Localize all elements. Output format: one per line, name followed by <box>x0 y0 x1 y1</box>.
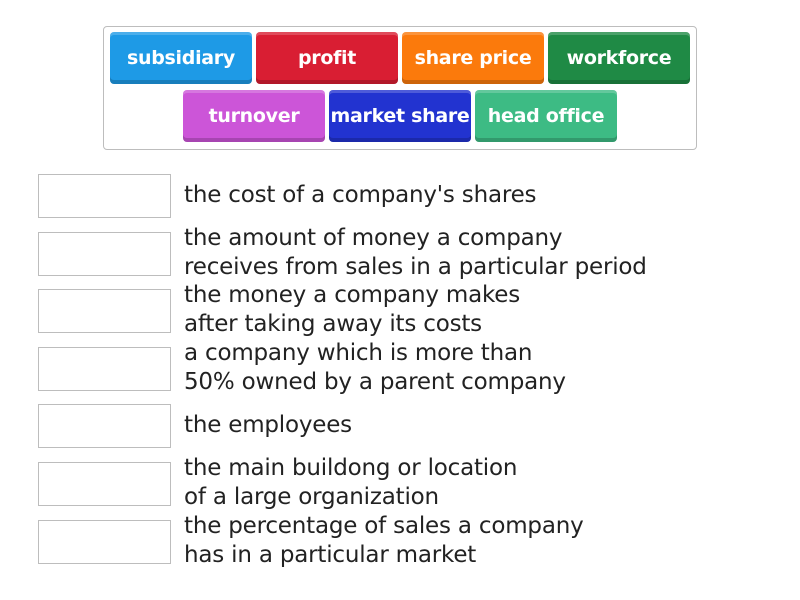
answer-slot[interactable] <box>38 462 171 506</box>
definition: the employees <box>184 396 784 454</box>
definition-line: the cost of a company's shares <box>184 181 537 208</box>
word-bank <box>103 26 697 150</box>
tile-market-share[interactable]: market share <box>329 90 471 142</box>
tile-subsidiary[interactable]: subsidiary <box>110 32 252 84</box>
answer-slot[interactable] <box>38 289 171 334</box>
definition-line: receives from sales in a particular peri… <box>184 253 647 280</box>
definition: the main buildong or location of a large … <box>184 454 784 512</box>
answer-slot[interactable] <box>38 404 171 449</box>
definition: the money a company makes after taking aw… <box>184 281 784 339</box>
definition-line: the main buildong or location <box>184 455 518 481</box>
answer-slot[interactable] <box>38 346 171 391</box>
answer-slot[interactable] <box>38 231 171 276</box>
definition-line: after taking away its costs <box>184 311 482 338</box>
definition-line: of a large organization <box>184 484 439 510</box>
answer-slot[interactable] <box>38 174 171 218</box>
definition-line: the employees <box>184 411 352 438</box>
definition-line: a company which is more than <box>184 339 533 366</box>
definition-line: the money a company makes <box>184 282 521 309</box>
tile-turnover[interactable]: turnover <box>183 90 325 142</box>
definition-line: has in a particular market <box>184 541 477 568</box>
definition-line: 50% owned by a parent company <box>184 368 566 395</box>
definition: the amount of money a company receives fr… <box>184 224 784 282</box>
tile-head-office[interactable]: head office <box>475 90 617 142</box>
definition-line: the percentage of sales a company <box>184 512 584 539</box>
tile-workforce[interactable]: workforce <box>548 32 690 84</box>
definition: the cost of a company's shares <box>184 166 784 224</box>
definition: the percentage of sales a company has in … <box>184 512 784 570</box>
tile-share-price[interactable]: share price <box>402 32 544 84</box>
answer-slot[interactable] <box>38 519 171 564</box>
definition-line: the amount of money a company <box>184 224 563 251</box>
tile-profit[interactable]: profit <box>256 32 398 84</box>
definition: a company which is more than 50% owned by… <box>184 339 784 397</box>
